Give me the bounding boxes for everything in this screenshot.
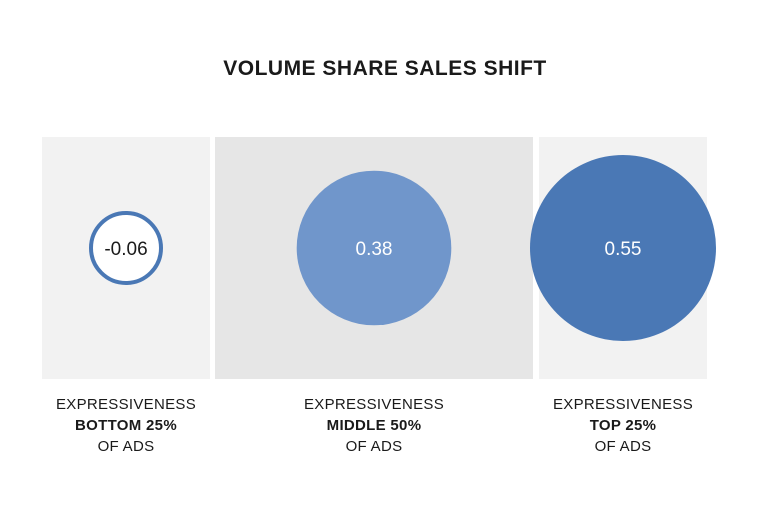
category-label-line: OF ADS — [97, 438, 155, 455]
category-label-line: MIDDLE 50% — [326, 417, 422, 434]
category-label-line: OF ADS — [345, 438, 403, 455]
value-bubble — [296, 170, 452, 326]
value-bubble — [89, 211, 163, 285]
category-label-line: EXPRESSIVENESS — [55, 396, 197, 413]
category-label-bottom: EXPRESSIVENESS BOTTOM 25% OF ADS — [42, 394, 210, 457]
category-label-top: EXPRESSIVENESS TOP 25% OF ADS — [539, 394, 707, 457]
category-label-line: OF ADS — [594, 438, 652, 455]
category-label-line: BOTTOM 25% — [75, 417, 177, 434]
chart-title: VOLUME SHARE SALES SHIFT — [223, 57, 547, 80]
category-label-line: TOP 25% — [589, 417, 657, 434]
data-label: 0.55 — [605, 239, 642, 260]
category-label-line: EXPRESSIVENESS — [303, 396, 445, 413]
data-label: 0.38 — [356, 239, 393, 260]
category-label-line: EXPRESSIVENESS — [552, 396, 694, 413]
data-label: -0.06 — [104, 239, 147, 260]
value-bubble — [530, 155, 716, 341]
category-label-middle: EXPRESSIVENESS MIDDLE 50% OF ADS — [215, 394, 533, 457]
